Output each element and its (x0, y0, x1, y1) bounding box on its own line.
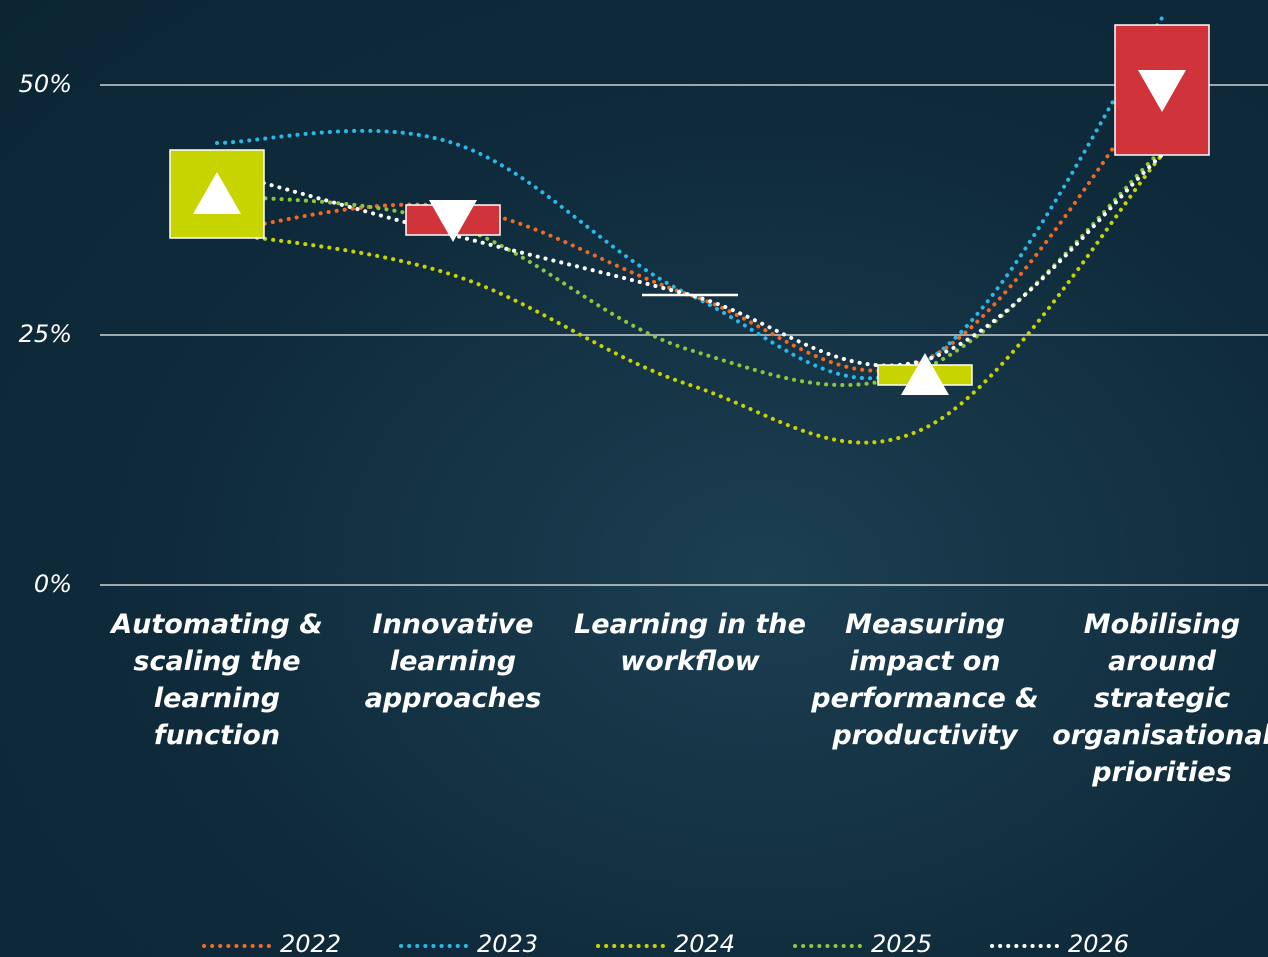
x-tick-label: Automating & scaling the learning functi… (111, 609, 323, 751)
series-line (215, 16, 1164, 381)
series-line (215, 153, 1164, 445)
legend-label: 2024 (674, 930, 735, 957)
trend-arrow (193, 172, 241, 214)
y-tick-label: 50% (19, 70, 72, 98)
legend-label: 2022 (280, 930, 341, 957)
legend-label: 2025 (871, 930, 932, 957)
y-tick-label: 25% (19, 320, 72, 348)
legend-label: 2023 (477, 930, 538, 957)
series-line (215, 78, 1164, 373)
x-tick-label: Measuring impact on performance & produc… (811, 609, 1039, 751)
legend-label: 2026 (1068, 930, 1129, 957)
trend-arrow (901, 353, 949, 395)
y-tick-label: 0% (34, 570, 72, 598)
series-line (215, 153, 1164, 368)
trend-arrow (429, 200, 477, 242)
trend-arrow (1138, 70, 1186, 112)
series-line (215, 148, 1164, 387)
x-tick-label: Innovative learning approaches (364, 609, 542, 714)
x-tick-label: Learning in the workflow (574, 609, 806, 677)
x-tick-label: Mobilising around strategic organisation… (1052, 609, 1268, 788)
